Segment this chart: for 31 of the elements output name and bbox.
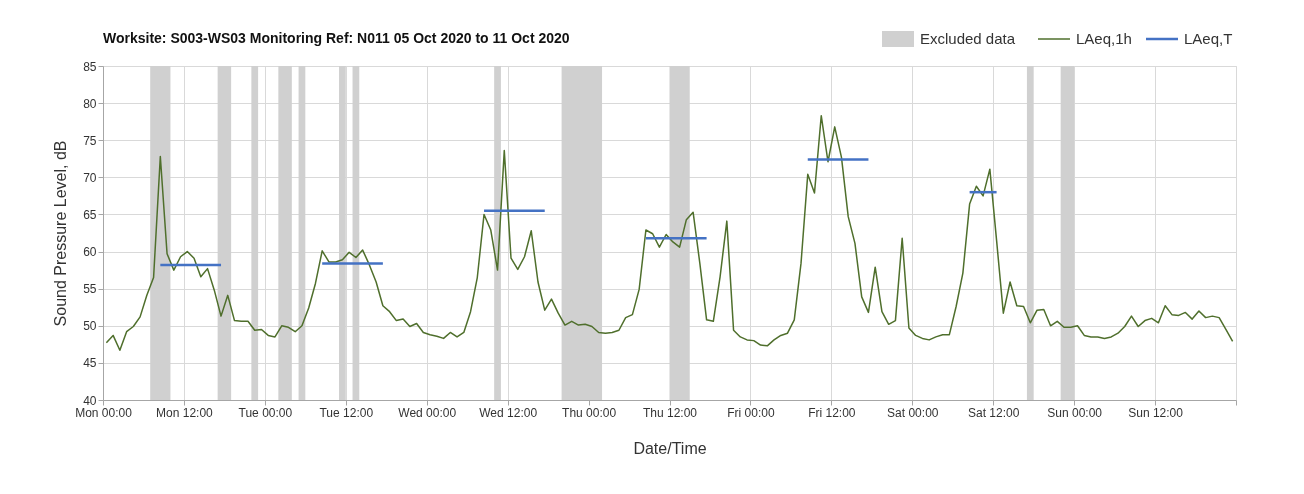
x-tick-label: Sat 12:00 — [968, 405, 1020, 420]
y-tick-label: 60 — [83, 245, 97, 260]
y-tick-label: 50 — [83, 319, 97, 334]
x-tick-label: Mon 12:00 — [156, 405, 214, 420]
line-series — [105, 114, 1234, 352]
x-tick-label: Tue 00:00 — [238, 405, 293, 420]
legend-label: Excluded data — [920, 30, 1016, 47]
x-tick-label: Mon 00:00 — [75, 405, 133, 420]
x-tick-label: Sun 00:00 — [1047, 405, 1103, 420]
y-tick-label: 40 — [83, 393, 97, 408]
y-tick-label: 55 — [83, 282, 97, 297]
legend-label: LAeq,1h — [1076, 30, 1132, 47]
y-tick-label: 65 — [83, 207, 97, 222]
chart-title: Worksite: S003-WS03 Monitoring Ref: N011 05 Oct 2020 to 11 Oct 2020 — [103, 30, 570, 46]
x-axis-title: Date/Time — [633, 439, 707, 457]
y-tick-label: 75 — [83, 133, 97, 148]
x-tick-label: Wed 12:00 — [479, 405, 538, 420]
y-tick-label: 80 — [83, 96, 97, 111]
x-tick-label: Fri 00:00 — [727, 405, 775, 420]
y-tick-label: 45 — [83, 356, 97, 371]
x-tick-label: Sat 00:00 — [887, 405, 939, 420]
y-tick-label: 70 — [83, 170, 97, 185]
x-tick-label: Tue 12:00 — [319, 405, 374, 420]
x-tick-label: Thu 12:00 — [642, 405, 698, 420]
x-tick-label: Wed 00:00 — [398, 405, 457, 420]
x-tick-label: Thu 00:00 — [562, 405, 617, 420]
x-tick-label: Fri 12:00 — [808, 405, 856, 420]
legend-label: LAeq,T — [1184, 30, 1233, 47]
y-axis-title: Sound Pressure Level, dB — [52, 140, 70, 327]
x-tick-label: Sun 12:00 — [1128, 405, 1184, 420]
y-tick-label: 85 — [83, 59, 97, 74]
